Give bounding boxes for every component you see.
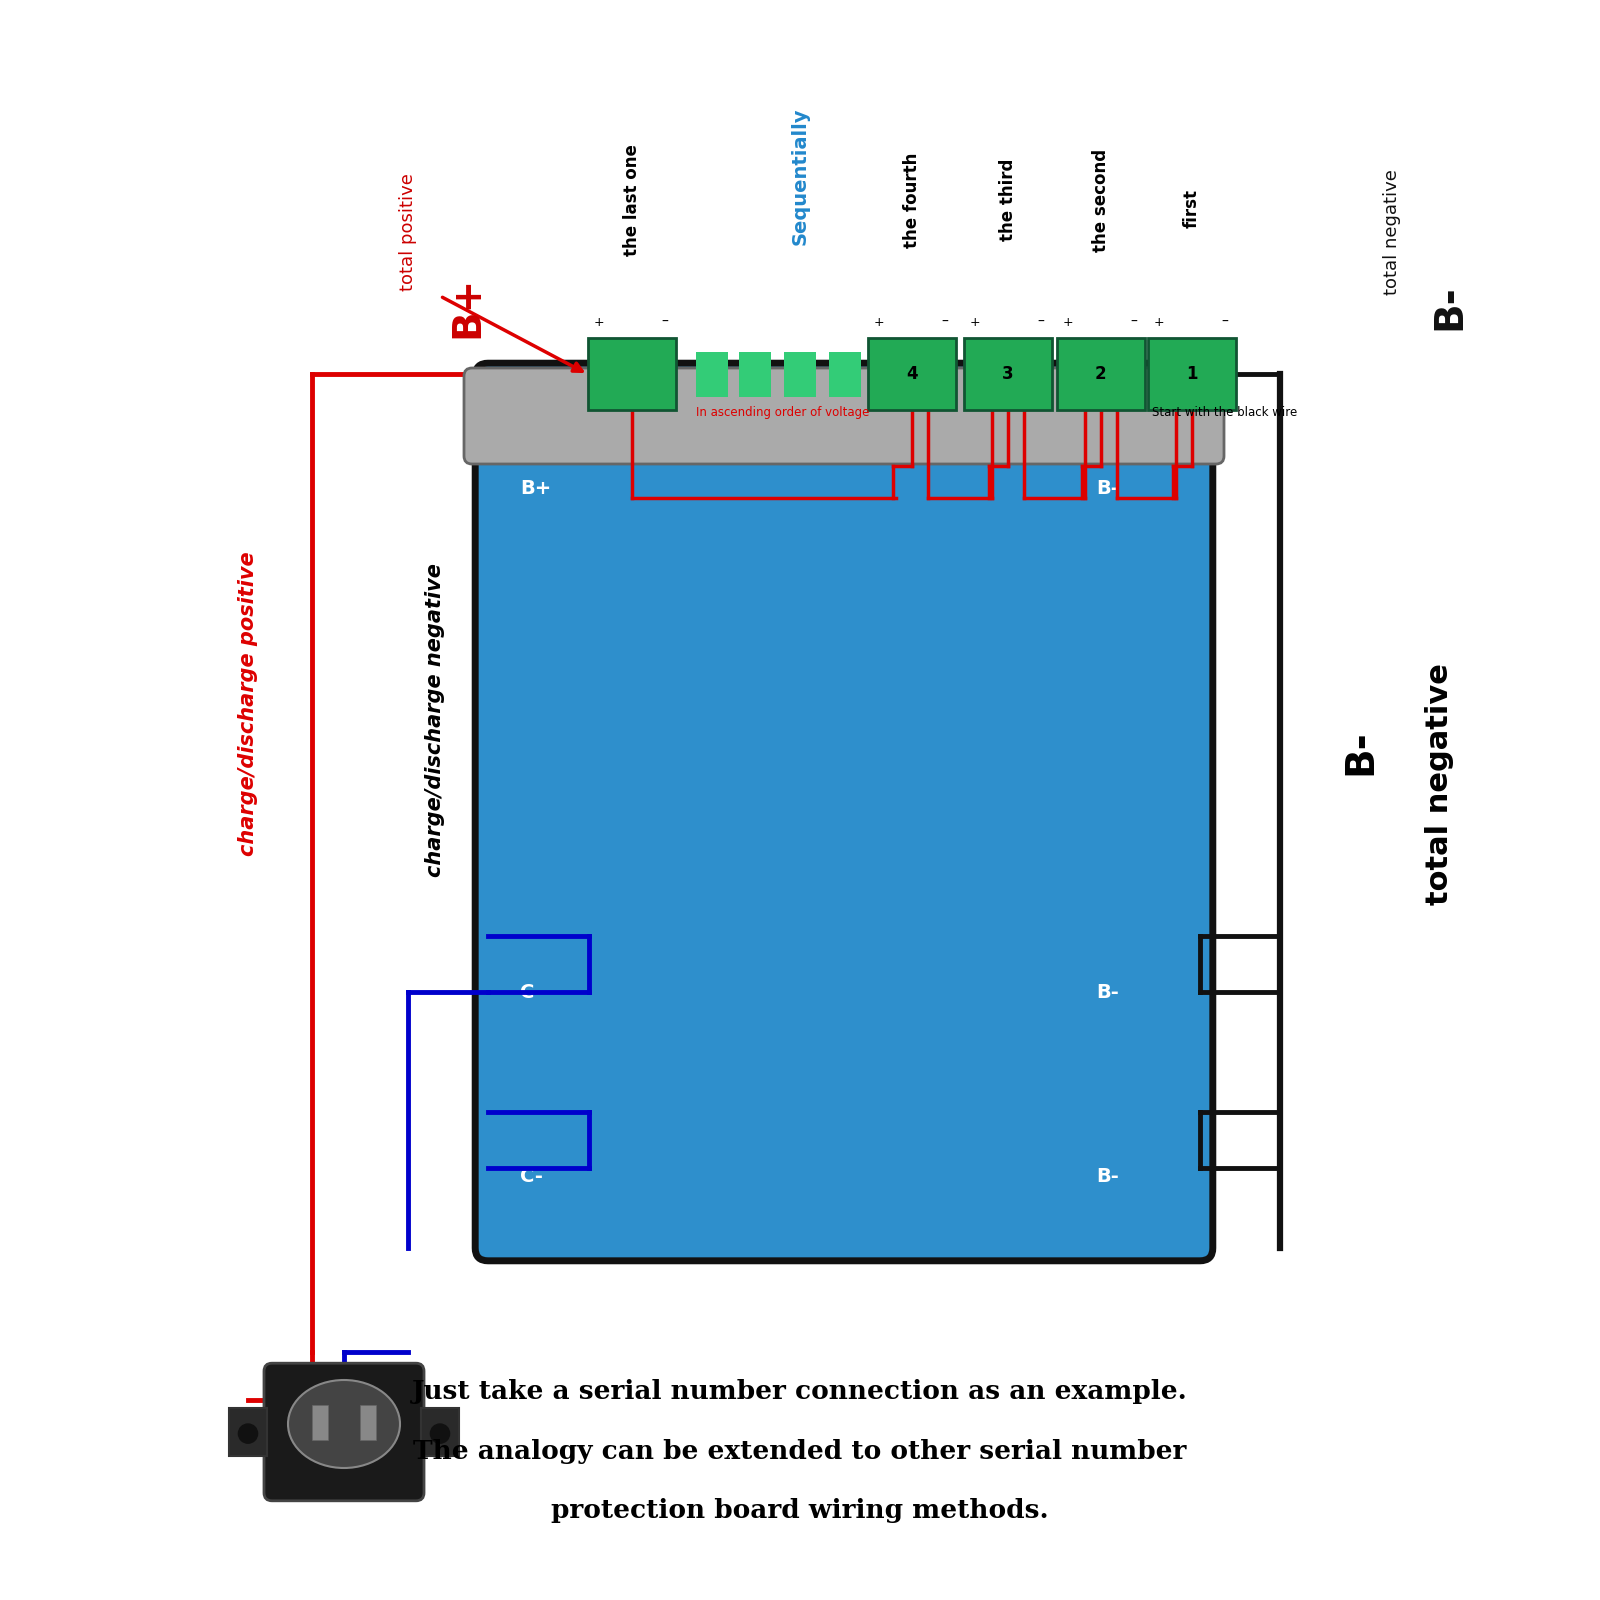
Bar	[867, 338, 957, 410]
Text: total negative: total negative	[1426, 662, 1454, 906]
Text: C-: C-	[520, 1166, 542, 1186]
Bar	[312, 1405, 328, 1440]
Text: B-: B-	[1096, 1166, 1118, 1186]
Text: B-: B-	[1096, 478, 1118, 498]
FancyBboxPatch shape	[464, 368, 1224, 464]
Text: B+: B+	[520, 478, 552, 498]
Bar	[963, 338, 1053, 410]
Text: charge/discharge positive: charge/discharge positive	[238, 552, 258, 856]
Text: –: –	[1130, 315, 1138, 328]
Text: the second: the second	[1091, 149, 1110, 251]
Text: the last one: the last one	[622, 144, 642, 256]
Text: total positive: total positive	[398, 173, 418, 291]
Bar	[360, 1405, 376, 1440]
Text: +: +	[594, 315, 605, 328]
Bar	[739, 352, 771, 397]
Bar	[589, 338, 675, 410]
Bar	[421, 1408, 459, 1456]
Text: the fourth: the fourth	[902, 152, 922, 248]
FancyBboxPatch shape	[475, 363, 1213, 1261]
Text: –: –	[661, 315, 669, 328]
Text: total negative: total negative	[1382, 170, 1402, 294]
Text: +: +	[1062, 315, 1074, 328]
Text: +: +	[970, 315, 981, 328]
Text: 3: 3	[1002, 365, 1014, 384]
Text: the third: the third	[998, 158, 1018, 242]
Bar	[1149, 338, 1235, 410]
Text: 4: 4	[906, 365, 918, 384]
Text: B-: B-	[1341, 730, 1379, 774]
Text: +: +	[1154, 315, 1165, 328]
Text: 2: 2	[1094, 365, 1107, 384]
Text: –: –	[1221, 315, 1229, 328]
Text: +: +	[874, 315, 885, 328]
Text: first: first	[1182, 189, 1202, 227]
Text: In ascending order of voltage: In ascending order of voltage	[696, 406, 869, 419]
Text: –: –	[1037, 315, 1045, 328]
Bar	[229, 1408, 267, 1456]
Text: B+: B+	[448, 277, 486, 338]
Ellipse shape	[288, 1379, 400, 1469]
Text: –: –	[941, 315, 949, 328]
Circle shape	[238, 1424, 258, 1443]
Text: charge/discharge negative: charge/discharge negative	[426, 563, 445, 877]
Text: protection board wiring methods.: protection board wiring methods.	[550, 1498, 1050, 1523]
FancyBboxPatch shape	[264, 1363, 424, 1501]
Text: Just take a serial number connection as an example.: Just take a serial number connection as …	[413, 1379, 1187, 1405]
Bar	[696, 352, 728, 397]
Text: The analogy can be extended to other serial number: The analogy can be extended to other ser…	[413, 1438, 1187, 1464]
Bar	[784, 352, 816, 397]
Text: B-: B-	[1430, 285, 1469, 330]
Bar	[1056, 338, 1146, 410]
Bar	[829, 352, 861, 397]
Text: C-: C-	[520, 982, 542, 1002]
Bar	[872, 352, 904, 397]
Circle shape	[430, 1424, 450, 1443]
Text: Sequentially: Sequentially	[790, 107, 810, 245]
Text: Start with the black wire: Start with the black wire	[1152, 406, 1298, 419]
Text: B-: B-	[1096, 982, 1118, 1002]
Text: 1: 1	[1186, 365, 1198, 384]
